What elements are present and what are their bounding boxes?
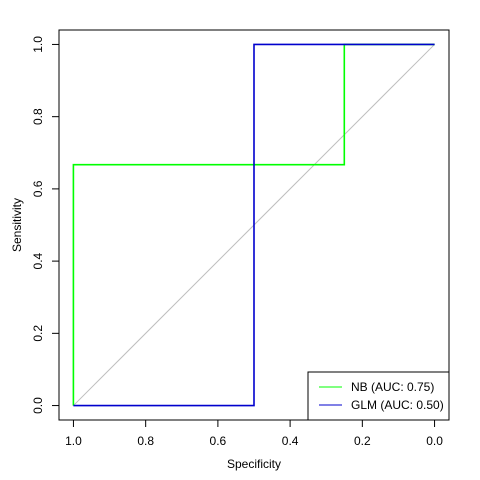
series-layer — [72, 43, 435, 407]
x-tick-label: 1.0 — [65, 434, 82, 448]
x-tick-label: 0.8 — [137, 434, 154, 448]
x-axis: 1.0 0.8 0.6 0.4 0.2 0.0 — [65, 419, 443, 448]
x-axis-title: Specificity — [227, 457, 281, 471]
y-axis-title: Sensitivity — [10, 198, 24, 252]
roc-curve-glm — [73, 43, 435, 407]
y-tick-label: 1.0 — [31, 36, 45, 53]
y-axis: 0.0 0.2 0.4 0.6 0.8 1.0 — [31, 36, 60, 414]
legend: NB (AUC: 0.75) GLM (AUC: 0.50) — [307, 371, 450, 421]
y-tick-label: 0.8 — [31, 108, 45, 125]
y-tick-label: 0.0 — [31, 397, 45, 414]
y-tick-label: 0.2 — [31, 325, 45, 342]
legend-box — [307, 371, 450, 421]
x-tick-label: 0.4 — [282, 434, 299, 448]
y-tick-label: 0.4 — [31, 252, 45, 269]
y-tick-label: 0.6 — [31, 180, 45, 197]
x-tick-label: 0.0 — [426, 434, 443, 448]
x-tick-label: 0.6 — [210, 434, 227, 448]
legend-label-glm: GLM (AUC: 0.50) — [351, 398, 444, 412]
x-tick-label: 0.2 — [354, 434, 371, 448]
legend-label-nb: NB (AUC: 0.75) — [351, 380, 434, 394]
